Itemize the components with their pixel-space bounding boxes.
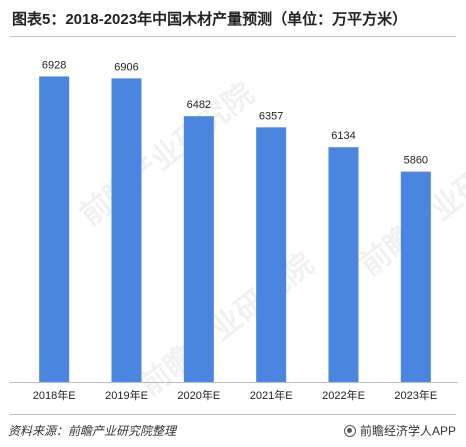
footer-divider (10, 414, 456, 415)
bar-2018年E (39, 76, 70, 383)
x-tick-label: 2018年E (33, 388, 76, 402)
chart-title: 图表5：2018-2023年中国木材产量预测（单位：万平方米） (12, 11, 408, 28)
x-tick-label: 2021年E (250, 388, 293, 402)
bar-2022年E (328, 147, 359, 382)
bar-2021年E (256, 127, 287, 383)
bar-2019年E (111, 78, 142, 382)
data-label: 5860 (404, 155, 428, 167)
source-note: 资料来源：前瞻产业研究院整理 (8, 424, 177, 438)
app-brand: 前瞻经济学人APP (343, 422, 456, 439)
x-tick-label: 2023年E (394, 388, 437, 402)
data-label: 6482 (187, 99, 211, 111)
data-label: 6134 (331, 130, 355, 142)
data-label: 6906 (114, 61, 138, 73)
x-tick-label: 2022年E (322, 388, 365, 402)
brand-logo-icon (343, 424, 356, 437)
x-tick-label: 2019年E (105, 388, 148, 402)
data-label: 6928 (42, 59, 66, 71)
bar-2023年E (400, 171, 431, 382)
title-divider (10, 36, 456, 37)
data-label: 6357 (259, 110, 283, 122)
x-tick-label: 2020年E (177, 388, 220, 402)
bar-2020年E (183, 116, 214, 383)
app-brand-label: 前瞻经济学人APP (359, 424, 456, 438)
